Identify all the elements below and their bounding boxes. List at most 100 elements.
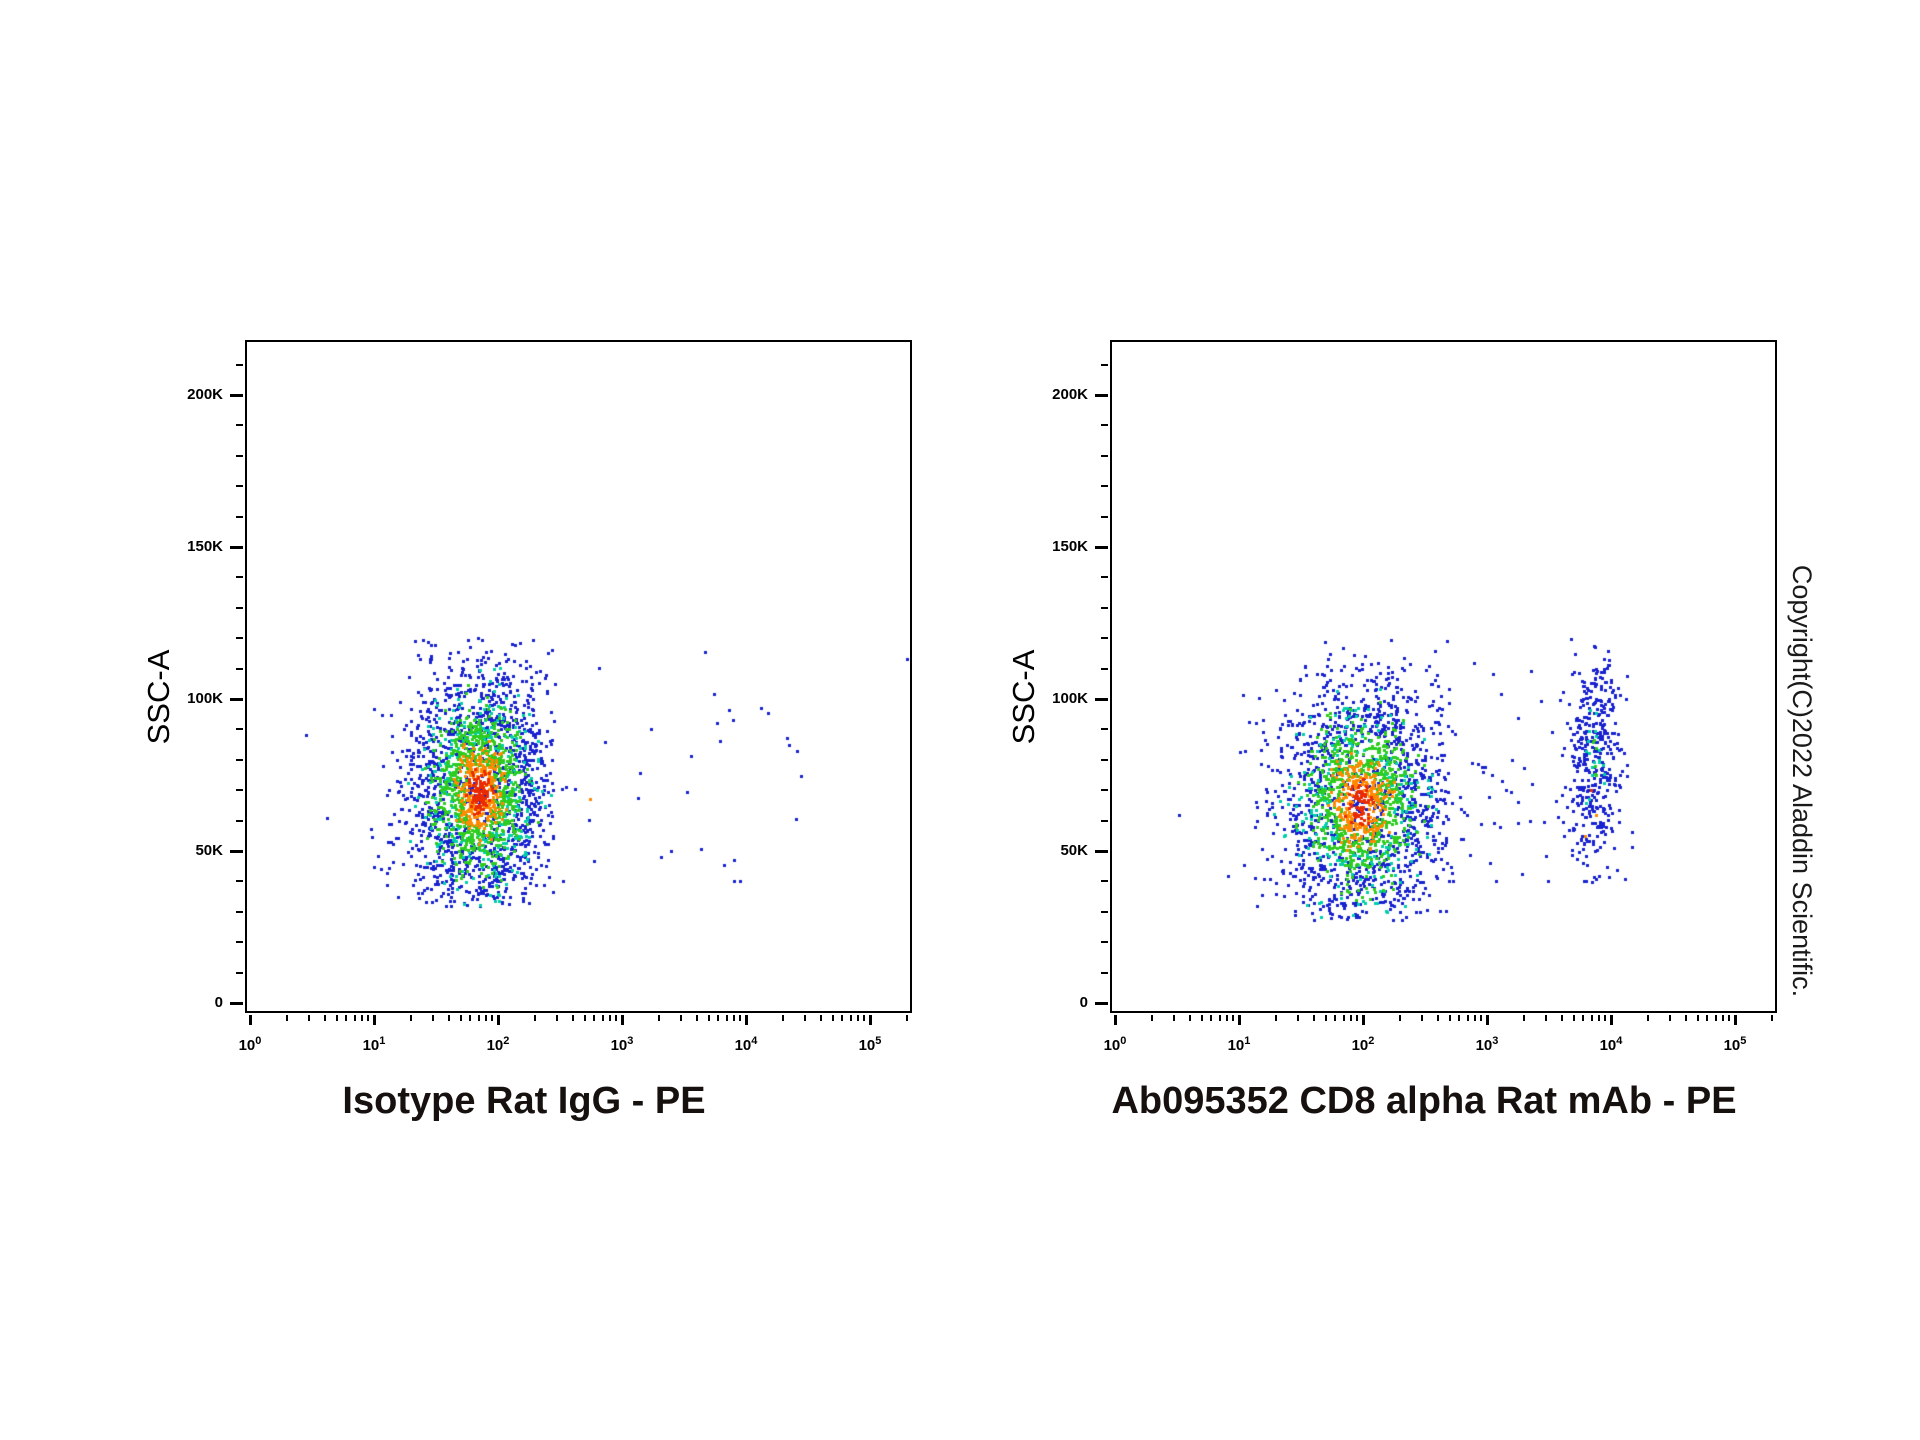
x-major-tick bbox=[744, 1015, 748, 1025]
y-minor-tick bbox=[1101, 667, 1108, 670]
x-minor-tick bbox=[367, 1015, 370, 1021]
y-minor-tick bbox=[236, 758, 243, 761]
y-tick-label: 200K bbox=[187, 386, 223, 403]
x-minor-tick bbox=[1210, 1015, 1213, 1021]
scatter-canvas bbox=[247, 342, 910, 1011]
y-tick-label: 50K bbox=[195, 842, 223, 859]
copyright-watermark: Copyright(C)2022 Aladdin Scientific. bbox=[1787, 564, 1817, 998]
x-minor-tick bbox=[353, 1015, 356, 1021]
y-minor-tick bbox=[1101, 789, 1108, 792]
scatter-canvas bbox=[1112, 342, 1775, 1011]
y-major-tick bbox=[230, 545, 243, 549]
x-minor-tick bbox=[1342, 1015, 1345, 1021]
y-major-tick bbox=[1095, 1001, 1108, 1005]
y-major-tick bbox=[230, 697, 243, 701]
x-axis-title: Ab095352 CD8 alpha Rat mAb - PE bbox=[1111, 1080, 1737, 1122]
plot-frame bbox=[245, 340, 912, 1013]
x-minor-tick bbox=[739, 1015, 742, 1021]
x-axis-title: Isotype Rat IgG - PE bbox=[342, 1080, 706, 1122]
x-minor-tick bbox=[1721, 1015, 1724, 1021]
y-minor-tick bbox=[1101, 941, 1108, 944]
x-minor-tick bbox=[1582, 1015, 1585, 1021]
x-tick-label: 105 bbox=[1723, 1035, 1747, 1054]
plot-isotype-control: 0 50K 100K 150K 200K 100 101 102 103 104 105 Isoty… bbox=[141, 340, 912, 1122]
y-minor-tick bbox=[236, 424, 243, 427]
y-minor-tick bbox=[236, 637, 243, 640]
y-minor-tick bbox=[1101, 819, 1108, 822]
x-minor-tick bbox=[1297, 1015, 1300, 1021]
y-tick-label: 100K bbox=[187, 690, 223, 707]
x-minor-tick bbox=[601, 1015, 604, 1021]
y-major-tick bbox=[1095, 849, 1108, 853]
x-minor-tick bbox=[849, 1015, 852, 1021]
x-minor-tick bbox=[1669, 1015, 1672, 1021]
y-minor-tick bbox=[1101, 637, 1108, 640]
y-minor-tick bbox=[236, 667, 243, 670]
x-minor-tick bbox=[717, 1015, 720, 1021]
x-minor-tick bbox=[1597, 1015, 1600, 1021]
x-minor-tick bbox=[593, 1015, 596, 1021]
x-minor-tick bbox=[1466, 1015, 1469, 1021]
x-minor-tick bbox=[1473, 1015, 1476, 1021]
x-major-tick bbox=[620, 1015, 624, 1025]
x-major-tick bbox=[496, 1015, 500, 1025]
x-minor-tick bbox=[1356, 1015, 1359, 1021]
x-minor-tick bbox=[432, 1015, 435, 1021]
x-tick-label: 100 bbox=[238, 1035, 262, 1054]
x-minor-tick bbox=[308, 1015, 311, 1021]
x-minor-tick bbox=[1590, 1015, 1593, 1021]
y-tick-label: 200K bbox=[1052, 386, 1088, 403]
x-minor-tick bbox=[1523, 1015, 1526, 1021]
x-minor-tick bbox=[1714, 1015, 1717, 1021]
x-tick-label: 105 bbox=[858, 1035, 882, 1054]
y-tick-label: 150K bbox=[187, 538, 223, 555]
x-minor-tick bbox=[658, 1015, 661, 1021]
y-major-tick bbox=[230, 1001, 243, 1005]
y-minor-tick bbox=[1101, 910, 1108, 913]
x-major-tick bbox=[1485, 1015, 1489, 1025]
x-tick-label: 102 bbox=[486, 1035, 510, 1054]
y-major-tick bbox=[1095, 697, 1108, 701]
x-major-tick bbox=[1237, 1015, 1241, 1025]
x-minor-tick bbox=[1458, 1015, 1461, 1021]
x-tick-label: 102 bbox=[1351, 1035, 1375, 1054]
x-minor-tick bbox=[1436, 1015, 1439, 1021]
x-minor-tick bbox=[1324, 1015, 1327, 1021]
x-minor-tick bbox=[1312, 1015, 1315, 1021]
x-tick-label: 103 bbox=[1475, 1035, 1499, 1054]
x-major-tick bbox=[1113, 1015, 1117, 1025]
y-minor-tick bbox=[1101, 758, 1108, 761]
x-minor-tick bbox=[1728, 1015, 1731, 1021]
x-minor-tick bbox=[1151, 1015, 1154, 1021]
y-tick-label: 150K bbox=[1052, 538, 1088, 555]
x-minor-tick bbox=[286, 1015, 289, 1021]
x-minor-tick bbox=[1188, 1015, 1191, 1021]
x-major-tick bbox=[1733, 1015, 1737, 1025]
x-minor-tick bbox=[323, 1015, 326, 1021]
y-minor-tick bbox=[236, 728, 243, 731]
y-minor-tick bbox=[1101, 971, 1108, 974]
x-minor-tick bbox=[1200, 1015, 1203, 1021]
x-minor-tick bbox=[447, 1015, 450, 1021]
y-minor-tick bbox=[236, 789, 243, 792]
x-major-tick bbox=[372, 1015, 376, 1025]
plot-cd8-stain: 0 50K 100K 150K 200K 100 101 102 103 104 105 Ab095… bbox=[1006, 340, 1777, 1122]
x-minor-tick bbox=[1225, 1015, 1228, 1021]
x-major-tick bbox=[248, 1015, 252, 1025]
y-minor-tick bbox=[1101, 606, 1108, 609]
y-minor-tick bbox=[1101, 576, 1108, 579]
x-minor-tick bbox=[469, 1015, 472, 1021]
x-minor-tick bbox=[1706, 1015, 1709, 1021]
x-minor-tick bbox=[831, 1015, 834, 1021]
plot-frame bbox=[1110, 340, 1777, 1013]
x-minor-tick bbox=[725, 1015, 728, 1021]
x-minor-tick bbox=[1771, 1015, 1774, 1021]
x-tick-label: 101 bbox=[1227, 1035, 1251, 1054]
x-minor-tick bbox=[534, 1015, 537, 1021]
x-minor-tick bbox=[856, 1015, 859, 1021]
x-minor-tick bbox=[459, 1015, 462, 1021]
x-minor-tick bbox=[1545, 1015, 1548, 1021]
y-minor-tick bbox=[1101, 363, 1108, 366]
x-minor-tick bbox=[1232, 1015, 1235, 1021]
